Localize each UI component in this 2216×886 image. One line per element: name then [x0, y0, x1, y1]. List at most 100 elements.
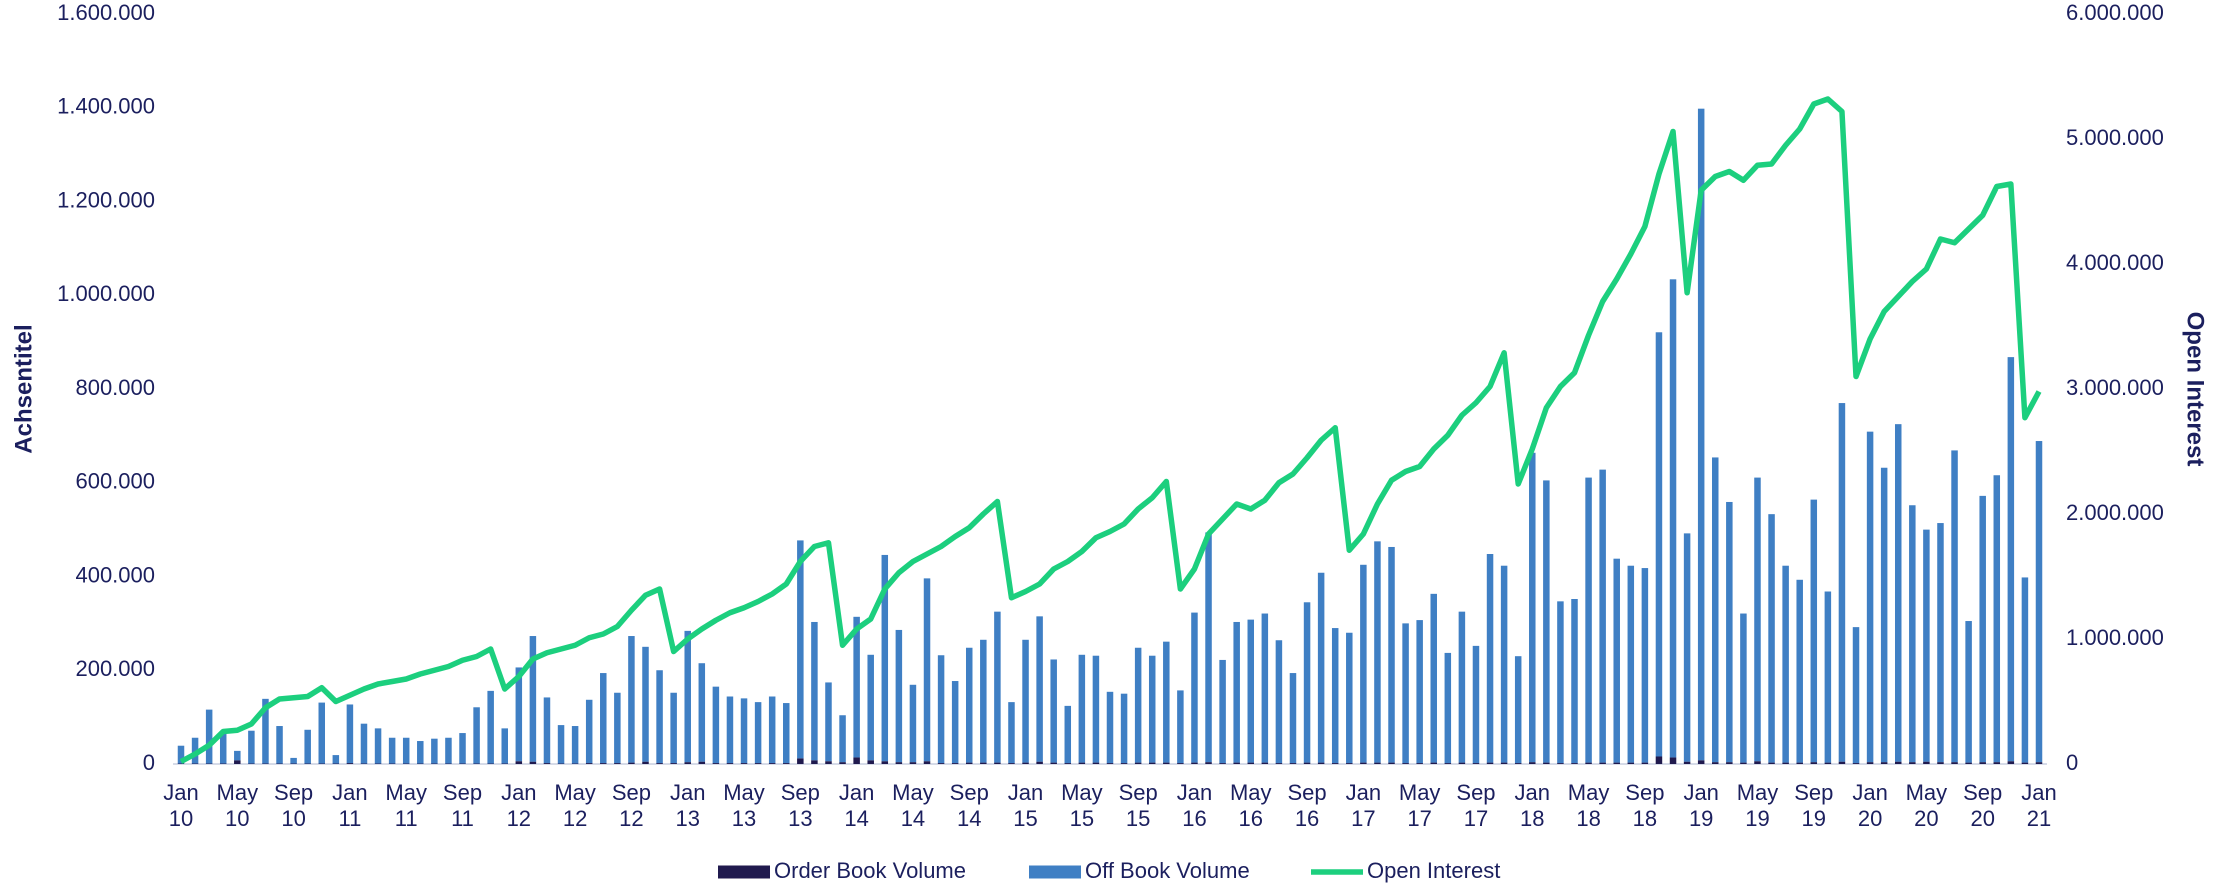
bar	[1134, 647, 1142, 763]
bar	[839, 762, 846, 764]
bar	[1402, 763, 1409, 764]
bar	[1317, 762, 1325, 764]
bar	[642, 646, 649, 762]
x-tick-label: Sep 17	[1456, 780, 1495, 831]
bar	[262, 698, 269, 764]
bar	[740, 763, 748, 764]
bar	[768, 696, 776, 764]
bar	[1810, 762, 1818, 764]
y2-tick-label: 1.000.000	[2066, 625, 2164, 650]
y-tick-label: 1.200.000	[57, 187, 155, 212]
bar	[1247, 762, 1255, 764]
x-tick-label: Jan 16	[1177, 780, 1212, 831]
bar	[825, 761, 832, 764]
bar	[1993, 762, 2001, 764]
bar	[1233, 621, 1240, 763]
bar	[712, 763, 720, 764]
bar	[614, 763, 621, 764]
bar	[867, 654, 874, 761]
bar	[1303, 602, 1311, 763]
bar	[797, 540, 804, 759]
bar	[529, 636, 537, 762]
bar	[1148, 655, 1156, 763]
y-tick-label: 1.000.000	[57, 281, 155, 306]
bar	[1050, 659, 1057, 763]
bar	[1317, 572, 1325, 763]
bar	[234, 760, 241, 764]
bar	[867, 760, 874, 764]
bar	[276, 726, 283, 764]
bar	[1472, 645, 1480, 764]
bar	[1219, 763, 1226, 764]
bar	[1571, 763, 1578, 764]
bar	[1275, 640, 1283, 764]
bar	[642, 761, 649, 764]
bar	[980, 762, 987, 764]
bar	[1177, 763, 1184, 764]
bar	[1557, 763, 1564, 764]
x-tick-label: May 17	[1399, 780, 1441, 831]
bar	[1655, 756, 1663, 764]
bar	[1712, 457, 1719, 763]
bar	[754, 702, 762, 764]
bar	[1331, 763, 1339, 764]
bar	[1796, 762, 1803, 764]
bar	[543, 697, 551, 764]
bar	[1599, 469, 1606, 763]
legend-label: Open Interest	[1367, 858, 1500, 883]
bar	[1458, 762, 1466, 764]
bar	[473, 707, 480, 764]
bar	[1486, 554, 1494, 763]
x-tick-label: May 12	[554, 780, 596, 831]
bar	[1726, 762, 1733, 764]
bar	[1894, 761, 1902, 764]
bar	[951, 763, 959, 764]
bar	[1866, 431, 1874, 763]
bar	[656, 763, 663, 764]
bar	[895, 629, 903, 763]
bar	[1500, 762, 1508, 764]
bar	[754, 763, 762, 764]
bar	[1458, 611, 1466, 763]
y-tick-label: 400.000	[75, 562, 155, 587]
bar	[1641, 568, 1649, 763]
x-tick-label: May 16	[1230, 780, 1272, 831]
bar	[1613, 558, 1620, 763]
bar	[1247, 619, 1255, 763]
bar	[459, 733, 466, 764]
bar	[881, 761, 889, 764]
y2-tick-label: 3.000.000	[2066, 375, 2164, 400]
bar	[1374, 541, 1381, 763]
x-tick-label: Sep 12	[612, 780, 651, 831]
bar	[1430, 762, 1437, 764]
bar	[1416, 620, 1423, 764]
bar	[965, 762, 973, 764]
x-tick-label: Jan 20	[1852, 780, 1887, 831]
bar	[825, 682, 832, 762]
bar	[1514, 763, 1522, 764]
bar	[797, 758, 804, 764]
bar	[2007, 357, 2015, 762]
bar	[909, 684, 917, 763]
bar	[332, 755, 340, 764]
bar	[1838, 403, 1846, 762]
bar	[1923, 761, 1930, 764]
bar	[783, 703, 790, 764]
x-tick-label: Jan 14	[839, 780, 874, 831]
bar	[1008, 763, 1015, 764]
bar	[1782, 762, 1789, 764]
bar	[1641, 762, 1649, 764]
x-tick-label: Jan 12	[501, 780, 536, 831]
bar	[248, 730, 255, 764]
y-tick-label: 1.400.000	[57, 94, 155, 119]
bar	[1669, 757, 1677, 764]
bar	[1472, 763, 1480, 764]
bar	[1036, 761, 1043, 764]
bar	[1036, 616, 1043, 762]
bar	[1852, 627, 1860, 764]
bar	[543, 763, 551, 764]
bar	[1951, 450, 1958, 763]
bar	[1894, 424, 1902, 762]
x-tick-label: Sep 19	[1794, 780, 1833, 831]
